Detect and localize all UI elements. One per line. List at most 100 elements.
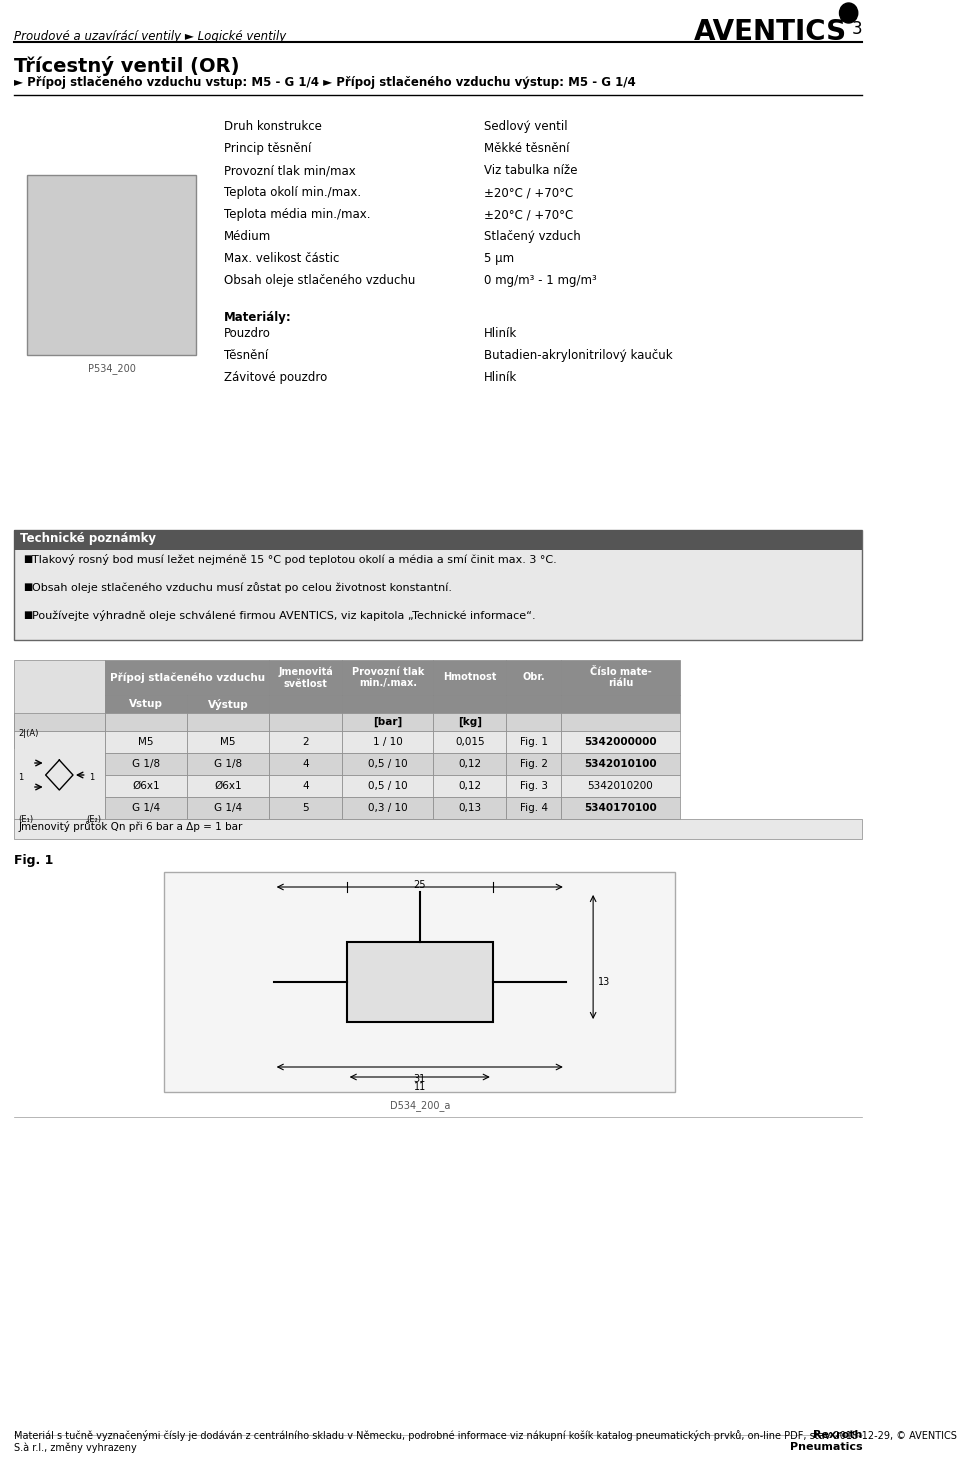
Bar — [28, 175, 196, 355]
Bar — [269, 775, 342, 797]
Text: ► Přípoj stlačeného vzduchu vstup: M5 - G 1/4 ► Přípoj stlačeného vzduchu výstup: ► Přípoj stlačeného vzduchu vstup: M5 - … — [13, 77, 636, 88]
Circle shape — [839, 3, 857, 24]
Text: Hmotnost: Hmotnost — [444, 673, 496, 682]
Text: 3: 3 — [852, 21, 862, 38]
Bar — [269, 731, 342, 753]
Text: G 1/4: G 1/4 — [132, 803, 160, 813]
Text: 2|(A): 2|(A) — [18, 729, 38, 738]
Text: Teplota média min./max.: Teplota média min./max. — [224, 208, 370, 221]
Text: 1 / 10: 1 / 10 — [372, 736, 402, 747]
Text: G 1/8: G 1/8 — [214, 759, 242, 769]
Text: 5342000000: 5342000000 — [585, 736, 657, 747]
Bar — [342, 775, 433, 797]
Text: 0 mg/m³ - 1 mg/m³: 0 mg/m³ - 1 mg/m³ — [484, 274, 596, 287]
Bar — [562, 695, 680, 713]
Text: 13: 13 — [598, 977, 610, 987]
Text: Médium: Médium — [224, 230, 271, 243]
Text: Max. velikost částic: Max. velikost částic — [224, 252, 339, 265]
Text: Druh konstrukce: Druh konstrukce — [224, 119, 322, 133]
Text: (E₁): (E₁) — [18, 815, 34, 823]
Text: Ø6x1: Ø6x1 — [132, 781, 159, 791]
Bar — [507, 695, 562, 713]
Bar — [507, 731, 562, 753]
Text: Jmenovitý průtok Qn při 6 bar a Δp = 1 bar: Jmenovitý průtok Qn při 6 bar a Δp = 1 b… — [18, 820, 243, 832]
Bar — [507, 753, 562, 775]
Bar — [13, 819, 862, 840]
Text: Provozní tlak
min./.max.: Provozní tlak min./.max. — [351, 667, 424, 688]
Bar — [105, 695, 187, 713]
Text: Závitové pouzdro: Závitové pouzdro — [224, 371, 326, 384]
Bar — [342, 695, 433, 713]
Bar — [562, 713, 680, 731]
Text: Používejte výhradně oleje schválené firmou AVENTICS, viz kapitola „Technické inf: Používejte výhradně oleje schválené firm… — [32, 610, 536, 622]
Bar — [342, 731, 433, 753]
Text: Tlakový rosný bod musí ležet nejméně 15 °C pod teplotou okolí a média a smí čini: Tlakový rosný bod musí ležet nejméně 15 … — [32, 554, 557, 566]
Bar — [342, 660, 433, 695]
Text: Materiál s tučně vyznačenými čísly je dodáván z centrálního skladu v Německu, po: Materiál s tučně vyznačenými čísly je do… — [13, 1430, 956, 1454]
Bar — [187, 695, 269, 713]
Text: Ø6x1: Ø6x1 — [214, 781, 242, 791]
Text: 25: 25 — [414, 879, 426, 890]
Text: P534_200: P534_200 — [88, 362, 135, 374]
Text: (E₂): (E₂) — [86, 815, 102, 823]
Text: G 1/4: G 1/4 — [214, 803, 242, 813]
Text: Těsnění: Těsnění — [224, 349, 268, 362]
Text: Pouzdro: Pouzdro — [224, 327, 271, 340]
Text: [kg]: [kg] — [458, 717, 482, 728]
Text: Sedlový ventil: Sedlový ventil — [484, 119, 567, 133]
Bar — [187, 753, 269, 775]
Bar — [187, 713, 269, 731]
Text: M5: M5 — [221, 736, 236, 747]
Text: Jmenovitá
světlost: Jmenovitá světlost — [278, 666, 333, 688]
Bar — [507, 797, 562, 819]
Text: Princip těsnění: Princip těsnění — [224, 141, 311, 155]
Bar — [105, 797, 187, 819]
Text: 5: 5 — [302, 803, 309, 813]
Text: Stlačený vzduch: Stlačený vzduch — [484, 230, 581, 243]
Bar — [562, 660, 680, 695]
Text: Obsah oleje stlačeného vzduchu musí zůstat po celou životnost konstantní.: Obsah oleje stlačeného vzduchu musí zůst… — [32, 582, 452, 594]
Text: ±20°C / +70°C: ±20°C / +70°C — [484, 208, 573, 221]
Bar — [433, 660, 507, 695]
Text: Fig. 3: Fig. 3 — [519, 781, 548, 791]
Bar — [433, 695, 507, 713]
Text: Měkké těsnění: Měkké těsnění — [484, 141, 569, 155]
Text: Proudové a uzavírácí ventily ► Logické ventily: Proudové a uzavírácí ventily ► Logické v… — [13, 29, 286, 43]
Bar — [507, 713, 562, 731]
Text: 0,12: 0,12 — [458, 759, 482, 769]
Text: 31: 31 — [414, 1074, 426, 1084]
Bar — [507, 775, 562, 797]
Text: A: A — [845, 7, 852, 18]
Text: 0,13: 0,13 — [458, 803, 482, 813]
Bar — [13, 713, 105, 731]
Bar — [13, 660, 105, 748]
Text: ±20°C / +70°C: ±20°C / +70°C — [484, 186, 573, 199]
Bar — [105, 731, 187, 753]
Bar — [269, 695, 342, 713]
Text: 2: 2 — [302, 736, 309, 747]
Text: 5342010100: 5342010100 — [585, 759, 657, 769]
Text: 5 µm: 5 µm — [484, 252, 514, 265]
Bar — [562, 753, 680, 775]
Text: Technické poznámky: Technické poznámky — [20, 532, 156, 545]
Bar — [433, 753, 507, 775]
Text: 0,5 / 10: 0,5 / 10 — [368, 781, 408, 791]
Bar — [13, 530, 862, 549]
Text: 11: 11 — [414, 1083, 426, 1091]
Text: M5: M5 — [138, 736, 154, 747]
Text: Fig. 2: Fig. 2 — [519, 759, 548, 769]
Text: Viz tabulka níže: Viz tabulka níže — [484, 164, 577, 177]
Bar — [433, 731, 507, 753]
Text: Výstup: Výstup — [207, 698, 249, 710]
Text: Rexroth
Pneumatics: Rexroth Pneumatics — [790, 1430, 862, 1451]
Bar — [269, 660, 342, 695]
Text: 4: 4 — [302, 781, 309, 791]
Text: Číslo mate-
riálu: Číslo mate- riálu — [589, 667, 652, 688]
Bar — [342, 713, 433, 731]
Bar — [13, 731, 105, 819]
Bar — [105, 660, 269, 695]
Text: Materiály:: Materiály: — [224, 311, 291, 324]
Text: ■: ■ — [23, 610, 32, 620]
Text: 5340170100: 5340170100 — [584, 803, 657, 813]
Text: 0,12: 0,12 — [458, 781, 482, 791]
